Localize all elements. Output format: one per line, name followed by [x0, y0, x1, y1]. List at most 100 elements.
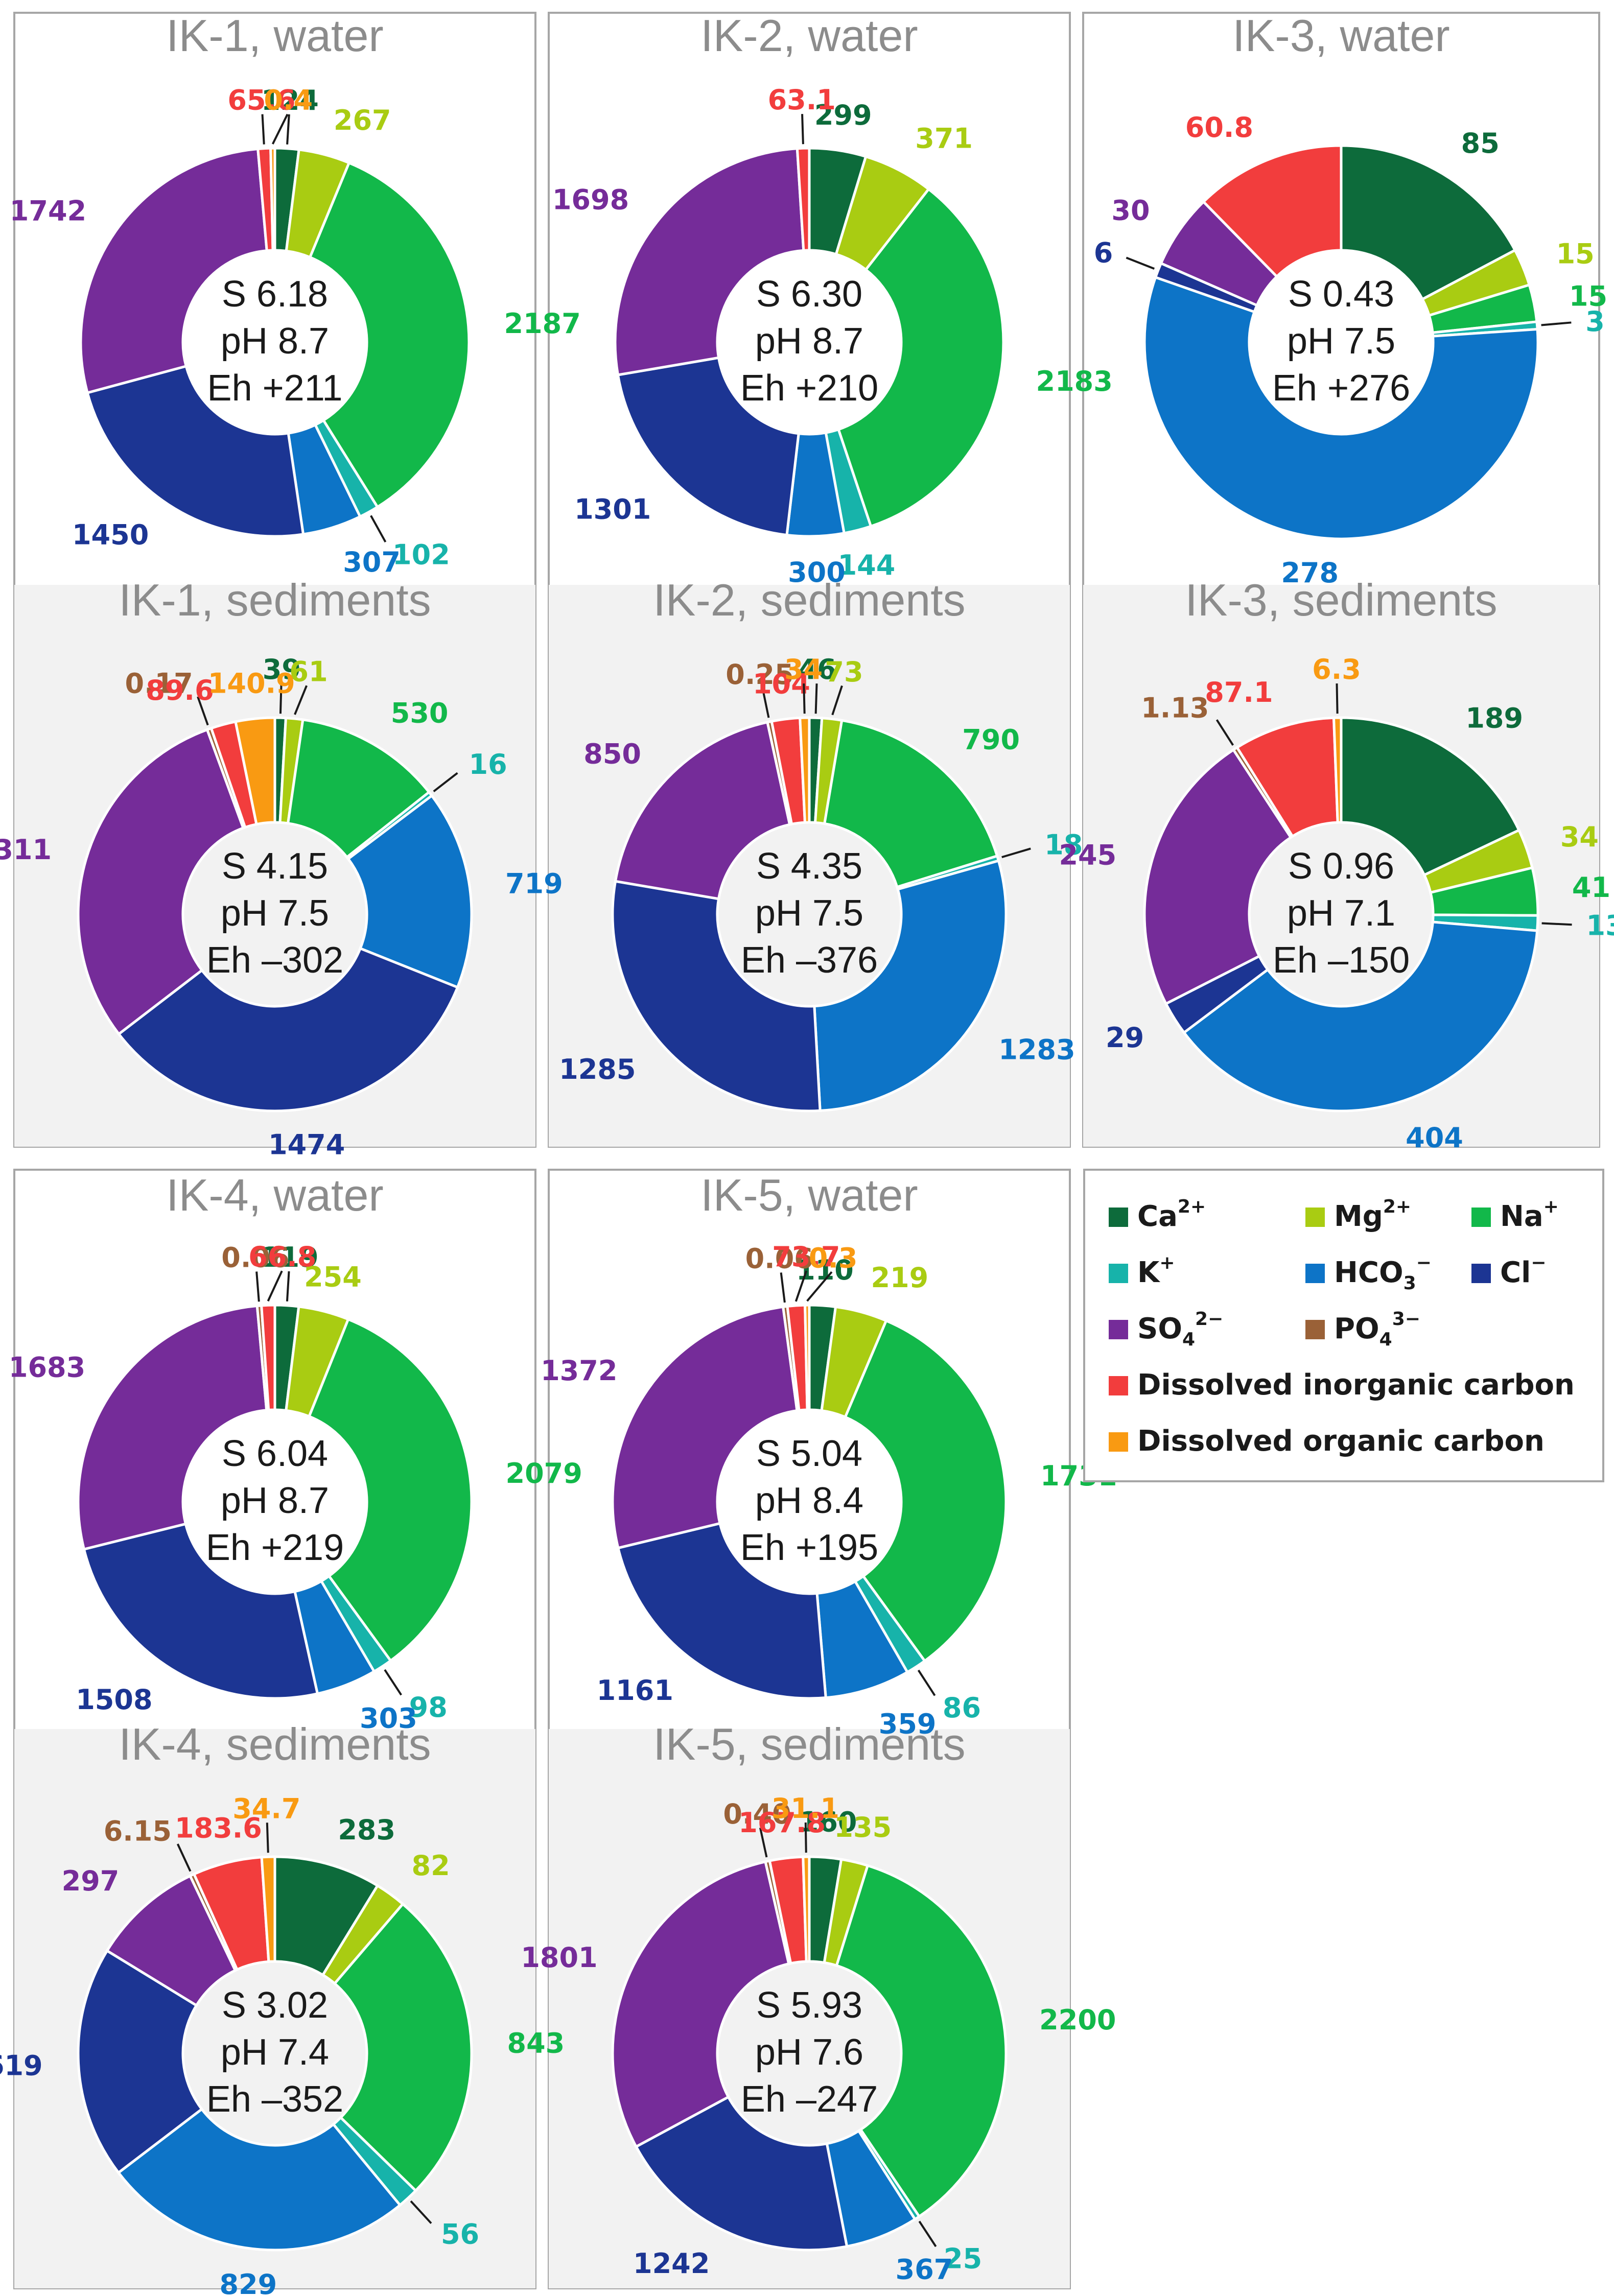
- data-label-dic: 60.8: [1185, 111, 1253, 144]
- data-label-so4: 1801: [521, 1942, 597, 1974]
- data-label-hco3: 359: [879, 1708, 937, 1740]
- leader-line: [761, 688, 770, 718]
- data-label-k: 56: [441, 2218, 479, 2250]
- slice-dic: [260, 1304, 276, 1412]
- legend-label: Dissolved organic carbon: [1137, 1425, 1545, 1458]
- legend-label: Dissolved inorganic carbon: [1137, 1368, 1575, 1402]
- center-stat-3: Eh +219: [206, 1527, 344, 1568]
- legend-frame: [1083, 1169, 1604, 1482]
- data-label-po4: 6.15: [104, 1815, 172, 1848]
- slice-cl: [611, 880, 822, 1113]
- data-label-na: 2187: [504, 307, 580, 340]
- data-label-mg: 371: [915, 123, 973, 155]
- data-label-doc: 140.9: [208, 667, 295, 699]
- data-label-ca: 119: [261, 1241, 319, 1273]
- slice-doc: [802, 1855, 811, 1963]
- center-stat-1: S 6.30: [756, 274, 862, 315]
- slice-hco3: [1143, 275, 1539, 540]
- data-label-k: 86: [943, 1692, 981, 1724]
- legend: Ca2+ Mg2+ Na+ K+ HCO3− Cl− SO42− PO43− Dissolved…: [1083, 1169, 1604, 1482]
- slice-na: [307, 1317, 473, 1663]
- data-label-mg: 15: [1556, 238, 1595, 270]
- data-label-cl: 1161: [597, 1674, 673, 1707]
- data-label-mg: 219: [871, 1262, 928, 1294]
- legend-swatch: [1109, 1432, 1128, 1452]
- data-label-dic: 66.8: [248, 1241, 316, 1273]
- legend-swatch: [1305, 1320, 1325, 1339]
- leader-line: [1126, 256, 1155, 270]
- leader-line: [176, 1843, 192, 1872]
- leader-line: [271, 113, 289, 145]
- chart-title: IK-4, sediments: [119, 1719, 431, 1769]
- data-label-doc: 0.3: [809, 1242, 858, 1274]
- leader-line: [918, 2220, 937, 2247]
- legend-swatch: [1471, 1208, 1491, 1227]
- data-label-mg: 34: [1560, 821, 1599, 853]
- data-label-so4: 1372: [541, 1355, 617, 1387]
- data-label-na: 530: [391, 697, 449, 729]
- data-label-na: 790: [962, 723, 1020, 755]
- leader-line: [255, 1271, 260, 1302]
- legend-swatch: [1471, 1264, 1491, 1283]
- data-label-po4: 1.13: [1141, 692, 1209, 724]
- data-label-dic: 167.8: [738, 1807, 826, 1839]
- data-label-dic: 89.6: [146, 674, 214, 706]
- center-stat-3: Eh –376: [741, 940, 878, 981]
- data-label-ca: 160: [800, 1806, 857, 1838]
- chart-title: IK-4, water: [166, 1170, 383, 1220]
- data-label-so4: 1683: [9, 1351, 85, 1383]
- slice-na: [286, 718, 431, 859]
- data-label-po4: 0.25: [726, 658, 793, 691]
- data-label-na: 15: [1569, 280, 1607, 313]
- data-label-ca: 46: [798, 653, 836, 685]
- leader-line: [1001, 847, 1031, 859]
- legend-swatch: [1109, 1208, 1128, 1227]
- data-label-k: 25: [944, 2243, 982, 2275]
- slice-na: [835, 1864, 1008, 2218]
- slice-hco3: [346, 794, 473, 989]
- slice-cl: [616, 1522, 827, 1700]
- leader-line: [806, 1271, 833, 1302]
- data-label-hco3: 278: [1281, 557, 1339, 589]
- data-label-dic: 63.1: [768, 84, 836, 116]
- legend-item-k: K+: [1109, 1252, 1175, 1289]
- legend-swatch: [1109, 1320, 1128, 1339]
- legend-swatch: [1109, 1264, 1128, 1283]
- data-label-dic: 65.6: [227, 84, 295, 116]
- center-stat-2: pH 7.1: [1287, 893, 1395, 934]
- data-label-dic: 73.7: [772, 1241, 840, 1273]
- data-label-doc: 34.7: [232, 1792, 300, 1825]
- leader-line: [801, 114, 804, 145]
- center-stat-2: pH 7.5: [755, 893, 863, 934]
- data-label-ca: 299: [814, 99, 872, 131]
- legend-item-so4: SO42−: [1109, 1309, 1223, 1350]
- data-label-hco3: 829: [219, 2268, 277, 2296]
- slice-cl: [634, 2095, 849, 2252]
- leader-line: [266, 1822, 269, 1853]
- data-label-mg: 135: [834, 1811, 892, 1843]
- chart-title: IK-3, water: [1232, 10, 1449, 61]
- slice-na: [333, 1902, 473, 2193]
- slice-hco3: [813, 859, 1008, 1113]
- legend-label: K+: [1137, 1252, 1175, 1289]
- slice-hco3: [116, 2107, 402, 2252]
- leader-line: [1541, 321, 1572, 326]
- data-label-hco3: 303: [360, 1702, 417, 1735]
- leader-line: [286, 114, 290, 145]
- data-label-cl: 1301: [574, 493, 651, 526]
- legend-swatch: [1109, 1376, 1128, 1395]
- data-label-k: 16: [469, 748, 507, 780]
- data-label-po4: 0.06: [221, 1242, 289, 1274]
- chart-title: IK-2, sediments: [653, 575, 965, 625]
- leader-line: [286, 1271, 290, 1301]
- center-stat-2: pH 8.7: [221, 1480, 329, 1521]
- center-stat-1: S 0.43: [1288, 274, 1394, 315]
- data-label-hco3: 404: [1406, 1122, 1463, 1154]
- legend-label: Na+: [1500, 1196, 1559, 1233]
- legend-label: Ca2+: [1137, 1196, 1206, 1233]
- slice-doc: [269, 147, 276, 252]
- data-label-so4: 850: [583, 738, 641, 770]
